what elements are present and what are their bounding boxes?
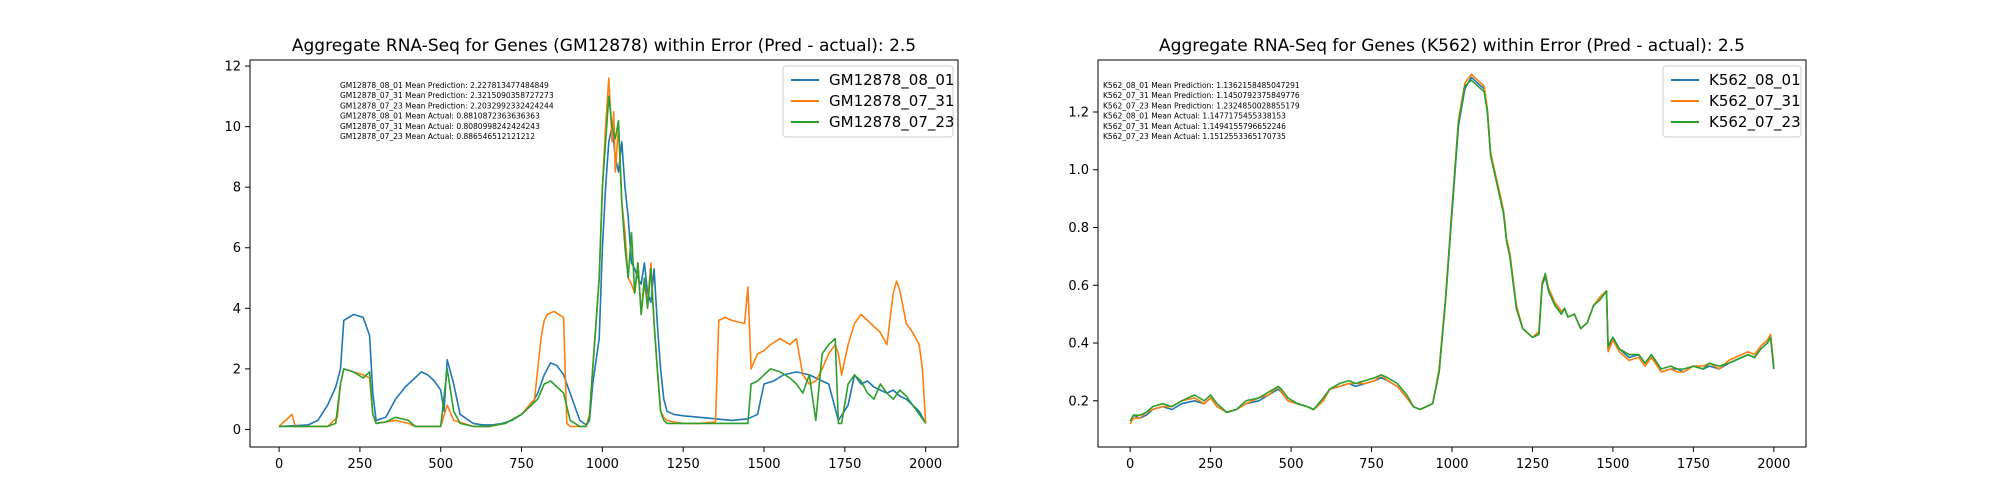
legend-box (1662, 65, 1802, 138)
annotation-text: GM12878_07_23 Mean Prediction: 2.2032992… (340, 101, 554, 110)
legend-label: GM12878_08_01 (829, 71, 954, 90)
x-tick-label: 500 (428, 457, 453, 472)
series-line-gm12878-07-23 (279, 95, 927, 428)
x-tick-label: 1250 (667, 457, 700, 472)
y-tick-label: 6 (233, 241, 241, 256)
legend-label: K562_08_01 (1709, 71, 1801, 90)
x-tick-label: 2000 (909, 457, 942, 472)
chart-panel-gm12878: 0 250 500 750 1000 1250 1500 1750 2000 0 2 4 6 8 10 12 A… (224, 36, 959, 472)
x-tick-label: 1250 (1516, 457, 1549, 472)
legend-label: K562_07_31 (1709, 92, 1801, 111)
y-tick-label: 1.2 (1068, 105, 1089, 120)
y-tick-label: 0.6 (1068, 279, 1089, 294)
x-tick-label: 1500 (1596, 457, 1629, 472)
legend: K562_08_01 K562_07_31 K562_07_23 (1662, 65, 1802, 138)
y-tick-label: 2 (233, 362, 241, 377)
annotation-text: K562_07_31 Mean Prediction: 1.1450792375… (1103, 91, 1300, 100)
annotation-text: GM12878_07_23 Mean Actual: 0.88654651212… (340, 132, 535, 141)
x-tick-label: 750 (509, 457, 534, 472)
x-tick-label: 1000 (586, 457, 619, 472)
chart-panel-k562: 0 250 500 750 1000 1250 1500 1750 2000 0.2 0.4 0.6 0… (1068, 36, 1807, 472)
x-tick-label: 0 (1126, 457, 1134, 472)
annotation-text: K562_07_23 Mean Actual: 1.15125533651707… (1103, 132, 1286, 141)
x-tick-label: 250 (348, 457, 373, 472)
y-tick-label: 0.2 (1068, 394, 1089, 409)
y-tick-label: 0 (233, 423, 241, 438)
legend-label: GM12878_07_23 (829, 113, 954, 132)
axes-frame (249, 59, 959, 448)
annotation-text: GM12878_07_31 Mean Prediction: 2.3215090… (340, 91, 554, 100)
annotation-text: GM12878_08_01 Mean Actual: 0.88108723636… (340, 112, 540, 121)
x-tick-label: 250 (1198, 457, 1223, 472)
x-tick-label: 1750 (1677, 457, 1710, 472)
plot-area (278, 77, 927, 428)
y-tick-label: 4 (233, 302, 241, 317)
x-tick-label: 500 (1279, 457, 1304, 472)
annotation-text: K562_07_23 Mean Prediction: 1.2324850028… (1103, 101, 1300, 110)
legend: GM12878_08_01 GM12878_07_31 GM12878_07_23 (782, 65, 954, 138)
legend-label: GM12878_07_31 (829, 92, 954, 111)
y-tick-label: 1.0 (1068, 163, 1089, 178)
x-tick-label: 750 (1359, 457, 1384, 472)
y-tick-label: 12 (224, 60, 241, 75)
annotation-text: GM12878_08_01 Mean Prediction: 2.2278134… (340, 81, 549, 90)
annotation-text: K562_08_01 Mean Prediction: 1.1362158485… (1103, 81, 1300, 90)
annotation-text: K562_08_01 Mean Actual: 1.14771754553381… (1103, 112, 1286, 121)
plot-area (1129, 73, 1775, 425)
x-tick-label: 0 (275, 457, 283, 472)
series-line-k562-07-23 (1129, 79, 1775, 422)
y-tick-label: 0.8 (1068, 221, 1089, 236)
x-tick-label: 1500 (747, 457, 780, 472)
chart-title: Aggregate RNA-Seq for Genes (GM12878) wi… (292, 36, 916, 56)
annotation-text: GM12878_07_31 Mean Actual: 0.80809982424… (340, 122, 540, 131)
chart-title: Aggregate RNA-Seq for Genes (K562) withi… (1159, 36, 1745, 56)
annotation-text: K562_07_31 Mean Actual: 1.14941557966522… (1103, 122, 1286, 131)
legend-label: K562_07_23 (1709, 113, 1801, 132)
x-tick-label: 1000 (1435, 457, 1468, 472)
y-tick-label: 0.4 (1068, 337, 1089, 352)
legend-box (782, 65, 954, 138)
y-tick-label: 8 (233, 181, 241, 196)
y-tick-label: 10 (224, 120, 241, 135)
x-tick-label: 1750 (828, 457, 861, 472)
x-tick-label: 2000 (1757, 457, 1790, 472)
